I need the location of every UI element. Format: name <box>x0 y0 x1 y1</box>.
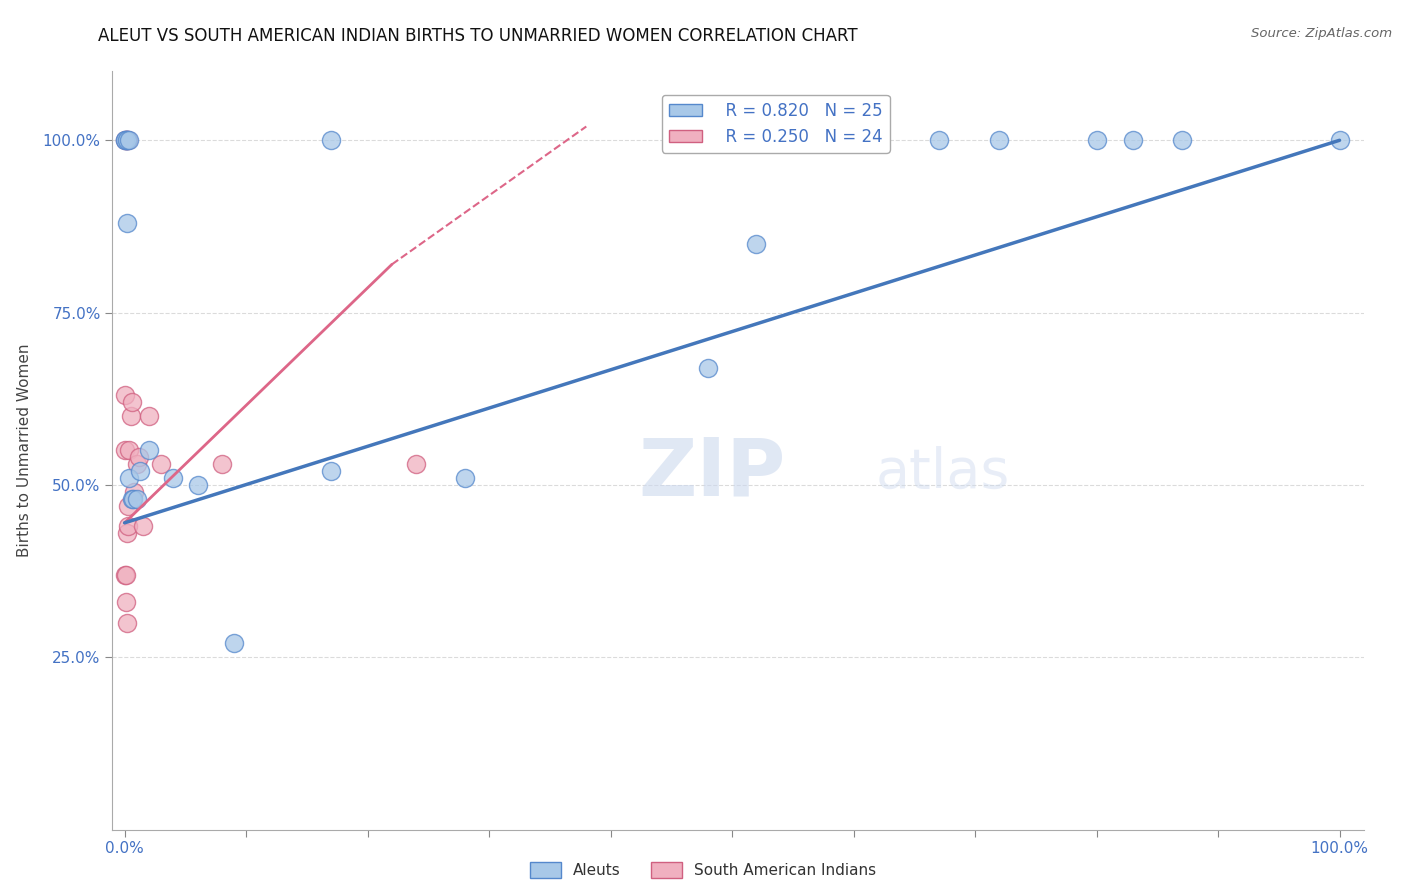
Point <box>211 457 233 471</box>
Point <box>118 443 141 458</box>
Point <box>928 133 950 147</box>
Text: ALEUT VS SOUTH AMERICAN INDIAN BIRTHS TO UNMARRIED WOMEN CORRELATION CHART: ALEUT VS SOUTH AMERICAN INDIAN BIRTHS TO… <box>98 27 858 45</box>
Point <box>321 133 343 147</box>
Point <box>118 471 141 485</box>
Point <box>120 409 142 423</box>
Point <box>132 519 155 533</box>
Point <box>1170 133 1192 147</box>
Text: Source: ZipAtlas.com: Source: ZipAtlas.com <box>1251 27 1392 40</box>
Point <box>115 615 138 630</box>
Point <box>117 499 139 513</box>
Point <box>162 471 184 485</box>
Point <box>115 567 138 582</box>
Point <box>115 133 138 147</box>
Point <box>186 478 208 492</box>
Point <box>121 491 143 506</box>
Text: atlas: atlas <box>876 446 1010 500</box>
Point <box>696 133 718 147</box>
Point <box>115 133 138 147</box>
Point <box>124 484 146 499</box>
Point <box>114 388 136 402</box>
Point <box>115 133 138 147</box>
Point <box>988 133 1011 147</box>
Point <box>222 636 245 650</box>
Y-axis label: Births to Unmarried Women: Births to Unmarried Women <box>17 343 31 558</box>
Point <box>114 133 136 147</box>
Point <box>138 409 160 423</box>
Point <box>129 464 152 478</box>
Point <box>454 471 477 485</box>
Point <box>1085 133 1108 147</box>
Text: ZIP: ZIP <box>638 434 786 512</box>
Point <box>114 133 136 147</box>
Point <box>117 133 139 147</box>
Legend:   R = 0.820   N = 25,   R = 0.250   N = 24: R = 0.820 N = 25, R = 0.250 N = 24 <box>662 95 890 153</box>
Point <box>114 443 136 458</box>
Point <box>1122 133 1144 147</box>
Point <box>125 491 148 506</box>
Point <box>405 457 427 471</box>
Point <box>118 133 141 147</box>
Point <box>138 443 160 458</box>
Legend: Aleuts, South American Indians: Aleuts, South American Indians <box>524 856 882 884</box>
Point <box>115 133 138 147</box>
Point <box>745 236 768 251</box>
Point <box>830 133 852 147</box>
Point <box>122 491 145 506</box>
Point <box>115 216 138 230</box>
Point <box>115 133 138 147</box>
Point <box>114 567 136 582</box>
Point <box>128 450 150 465</box>
Point <box>150 457 173 471</box>
Point <box>121 395 143 409</box>
Point <box>321 464 343 478</box>
Point <box>115 595 138 609</box>
Point <box>115 526 138 541</box>
Point <box>117 519 139 533</box>
Point <box>1329 133 1351 147</box>
Point <box>696 360 718 375</box>
Point <box>125 457 148 471</box>
Point <box>114 133 136 147</box>
